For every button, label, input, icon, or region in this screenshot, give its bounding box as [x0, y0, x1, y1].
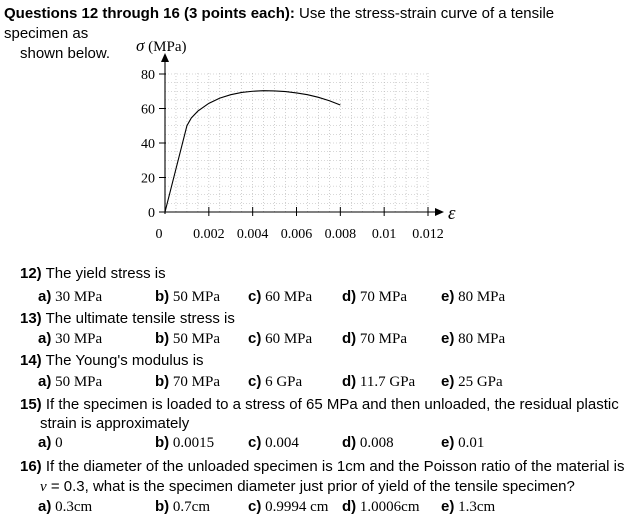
chart-tick-labels: 0 20 40 60 80 0 0.002 0.004 0.006 0.008 0.01 0.012: [141, 68, 444, 242]
q14-option-e[interactable]: e) 25 GPa: [441, 373, 503, 390]
x-tick-label: 0.008: [325, 227, 357, 242]
question-16: 16) If the diameter of the unloaded spec…: [20, 458, 625, 476]
question-16-text: If the diameter of the unloaded specimen…: [41, 458, 625, 475]
q13-option-e[interactable]: e) 80 MPa: [441, 330, 506, 347]
stress-strain-curve: [164, 90, 341, 213]
intro-text-line2: shown below.: [20, 45, 111, 62]
question-15-text: If the specimen is loaded to a stress of…: [41, 396, 619, 413]
y-tick-label: 40: [141, 137, 155, 152]
q12-option-e[interactable]: e) 80 MPa: [441, 288, 506, 305]
y-axis-arrow: [161, 53, 169, 62]
question-14-number: 14): [20, 352, 42, 369]
x-tick-label: 0.002: [193, 227, 225, 242]
x-tick-label: 0.012: [412, 227, 444, 242]
question-12-text: The yield stress is: [41, 265, 166, 282]
q14-option-b[interactable]: b) 70 MPa: [155, 373, 221, 390]
x-tick-label: 0.01: [372, 227, 397, 242]
y-tick-label: 0: [148, 206, 155, 221]
q14-option-c[interactable]: c) 6 GPa: [248, 373, 303, 390]
question-13-number: 13): [20, 310, 42, 327]
chart-grid: [165, 72, 429, 212]
question-13-text: The ultimate tensile stress is: [41, 310, 235, 327]
q15-option-e[interactable]: e) 0.01: [441, 434, 485, 451]
question-16-text-line2-rest: = 0.3, what is the specimen diameter jus…: [46, 478, 575, 495]
question-12-number: 12): [20, 265, 42, 282]
question-16-number: 16): [20, 458, 42, 475]
question-intro: Questions 12 through 16 (3 points each):…: [4, 4, 622, 64]
question-16-text-line2: ν = 0.3, what is the specimen diameter j…: [40, 478, 575, 496]
y-axis-label: σ (MPa): [136, 36, 186, 55]
q16-option-c[interactable]: c) 0.9994 cm: [248, 498, 329, 515]
chart-ticks: [159, 73, 429, 216]
question-12: 12) The yield stress is: [20, 265, 166, 283]
q15-option-c[interactable]: c) 0.004: [248, 434, 299, 451]
y-tick-label: 20: [141, 172, 155, 187]
x-tick-label: 0.004: [237, 227, 269, 242]
q16-option-b[interactable]: b) 0.7cm: [155, 498, 210, 515]
poisson-symbol: ν: [40, 479, 47, 495]
q13-option-a[interactable]: a) 30 MPa: [38, 330, 103, 347]
q12-option-a[interactable]: a) 30 MPa: [38, 288, 103, 305]
q12-option-c[interactable]: c) 60 MPa: [248, 288, 313, 305]
q16-option-d[interactable]: d) 1.0006cm: [342, 498, 420, 515]
q16-option-a[interactable]: a) 0.3cm: [38, 498, 93, 515]
q15-option-a[interactable]: a) 0: [38, 434, 63, 451]
q16-option-e[interactable]: e) 1.3cm: [441, 498, 496, 515]
q14-option-d[interactable]: d) 11.7 GPa: [342, 373, 416, 390]
x-axis-label: ε: [448, 203, 456, 224]
q12-option-b[interactable]: b) 50 MPa: [155, 288, 221, 305]
q14-option-a[interactable]: a) 50 MPa: [38, 373, 103, 390]
question-14-text: The Young's modulus is: [41, 352, 204, 369]
intro-heading: Questions 12 through 16 (3 points each):: [4, 5, 295, 22]
x-tick-label: 0.006: [281, 227, 313, 242]
question-14: 14) The Young's modulus is: [20, 352, 204, 370]
q13-option-c[interactable]: c) 60 MPa: [248, 330, 313, 347]
question-15: 15) If the specimen is loaded to a stres…: [20, 396, 619, 414]
q13-option-b[interactable]: b) 50 MPa: [155, 330, 221, 347]
y-tick-label: 80: [141, 68, 155, 83]
question-13: 13) The ultimate tensile stress is: [20, 310, 235, 328]
q12-option-d[interactable]: d) 70 MPa: [342, 288, 408, 305]
y-tick-label: 60: [141, 103, 155, 118]
x-tick-label: 0: [156, 227, 163, 242]
question-15-number: 15): [20, 396, 42, 413]
chart-axes: [161, 53, 444, 216]
question-15-text-line2: strain is approximately: [40, 415, 190, 432]
q15-option-d[interactable]: d) 0.008: [342, 434, 394, 451]
x-axis-arrow: [435, 208, 444, 216]
intro-text: Use the stress-strain curve of a tensile…: [4, 5, 555, 42]
q13-option-d[interactable]: d) 70 MPa: [342, 330, 408, 347]
q15-option-b[interactable]: b) 0.0015: [155, 434, 215, 451]
